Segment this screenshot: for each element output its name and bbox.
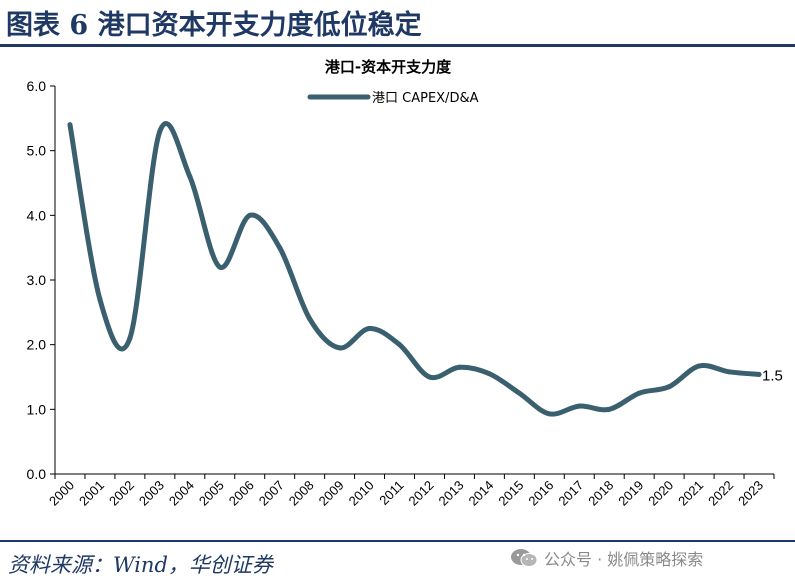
x-tick-label: 2004 <box>166 478 197 509</box>
data-point-2018 <box>606 406 612 412</box>
data-point-2022 <box>726 369 732 375</box>
x-tick-label: 2013 <box>436 478 467 509</box>
data-point-2021 <box>696 363 702 369</box>
data-point-2019 <box>636 390 642 396</box>
x-tick-label: 2021 <box>675 478 706 509</box>
x-tick-label: 2018 <box>585 478 616 509</box>
x-tick-label: 2022 <box>705 478 736 509</box>
figure-title: 图表 6 港口资本开支力度低位稳定 <box>6 10 422 41</box>
watermark-text: 公众号 · 姚佩策略探索 <box>544 550 704 569</box>
line-chart: 港口-资本开支力度 港口 CAPEX/D&A 0.0 1.0 2.0 3.0 4.0 5.… <box>27 58 783 509</box>
x-tick-label: 2005 <box>196 478 227 509</box>
x-tick-label: 2012 <box>406 478 437 509</box>
x-tick-label: 2017 <box>555 478 586 509</box>
y-tick-label: 6.0 <box>27 78 47 94</box>
x-tick-label: 2001 <box>76 478 107 509</box>
y-tick-label: 2.0 <box>27 337 47 353</box>
x-tick-label: 2003 <box>136 478 167 509</box>
data-point-2006 <box>247 212 253 218</box>
title-rule <box>0 44 795 47</box>
x-tick-label: 2014 <box>465 478 496 509</box>
y-tick-label: 0.0 <box>27 466 47 482</box>
y-tick-label: 3.0 <box>27 272 47 288</box>
legend-label: 港口 CAPEX/D&A <box>372 91 479 106</box>
x-tick-label: 2002 <box>106 478 137 509</box>
watermark: 公众号 · 姚佩策略探索 <box>510 545 703 571</box>
data-point-2005 <box>217 264 223 270</box>
x-tick-label: 2020 <box>645 478 676 509</box>
y-tick-label: 1.0 <box>27 401 47 417</box>
data-point-2023 <box>756 371 762 377</box>
x-tick-label: 2015 <box>495 478 526 509</box>
data-point-2004 <box>187 174 193 180</box>
x-tick-label: 2011 <box>376 478 406 508</box>
x-tick-label: 2007 <box>256 478 287 509</box>
x-ticks: 2000200120022003200420052006200720082009… <box>46 474 775 509</box>
data-point-2008 <box>307 316 313 322</box>
y-ticks: 0.0 1.0 2.0 3.0 4.0 5.0 6.0 <box>27 78 55 482</box>
x-tick-label: 2000 <box>46 478 77 509</box>
x-tick-label: 2009 <box>316 478 347 509</box>
data-point-2017 <box>576 403 582 409</box>
data-point-2013 <box>456 364 462 370</box>
series-points <box>67 122 762 417</box>
footer-rule <box>0 540 795 542</box>
data-point-2002 <box>127 335 133 341</box>
legend: 港口 CAPEX/D&A <box>307 91 479 106</box>
last-value-label: 1.5 <box>762 367 783 384</box>
data-point-2020 <box>666 384 672 390</box>
data-point-2007 <box>277 245 283 251</box>
series-line <box>67 121 762 417</box>
data-point-2016 <box>546 411 552 417</box>
source-note: 资料来源：Wind，华创证券 <box>8 553 273 577</box>
data-point-2015 <box>516 390 522 396</box>
data-point-2003 <box>157 128 163 134</box>
x-tick-label: 2010 <box>346 478 377 509</box>
y-tick-label: 4.0 <box>27 207 47 223</box>
x-tick-label: 2016 <box>525 478 556 509</box>
data-point-2011 <box>397 342 403 348</box>
data-point-2009 <box>337 345 343 351</box>
wechat-icon <box>511 549 538 567</box>
chart-title: 港口-资本开支力度 <box>325 58 452 76</box>
data-point-2012 <box>426 374 432 380</box>
x-tick-label: 2023 <box>735 478 766 509</box>
data-point-2010 <box>367 326 373 331</box>
x-tick-label: 2008 <box>286 478 317 509</box>
x-tick-label: 2006 <box>226 478 257 509</box>
data-point-2000 <box>67 122 73 128</box>
data-point-2001 <box>97 296 103 302</box>
x-tick-label: 2019 <box>615 478 646 509</box>
y-tick-label: 5.0 <box>27 143 47 159</box>
data-point-2014 <box>486 371 492 377</box>
